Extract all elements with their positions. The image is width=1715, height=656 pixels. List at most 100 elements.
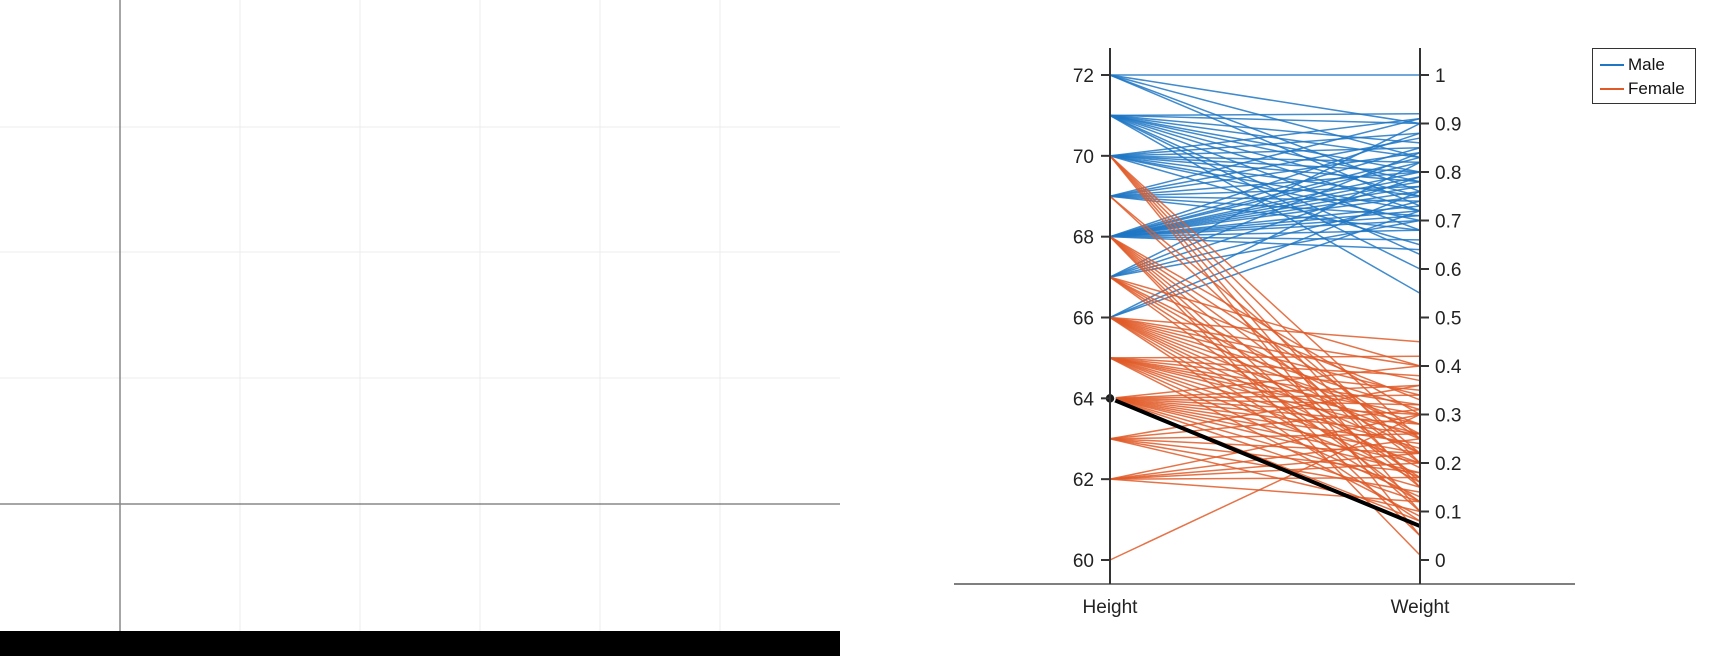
male-line-3 <box>1109 74 1421 193</box>
axis-name-height: Height <box>1083 597 1139 618</box>
female-line-53 <box>1109 397 1421 464</box>
female-line-14 <box>1109 276 1421 367</box>
legend: Male Female <box>1592 48 1696 104</box>
female-line-43 <box>1109 357 1421 518</box>
weight-tick-label: 0 <box>1435 551 1446 572</box>
male-line-1 <box>1109 74 1421 125</box>
male-line-5 <box>1109 113 1421 117</box>
weight-tick-label: 0.8 <box>1435 163 1461 184</box>
male-line-58 <box>1109 190 1421 319</box>
female-line-25 <box>1109 316 1421 425</box>
female-line-21 <box>1109 316 1421 367</box>
male-line-24 <box>1109 155 1421 212</box>
weight-tick-label: 1 <box>1435 66 1446 87</box>
female-line-63 <box>1109 438 1421 493</box>
height-tick-label: 66 <box>1073 309 1094 330</box>
weight-tick-label: 0.6 <box>1435 260 1461 281</box>
left-grid-lines <box>0 0 840 631</box>
female-line-0 <box>1109 155 1421 440</box>
male-line-32 <box>1109 195 1421 202</box>
male-line-6 <box>1109 114 1421 125</box>
left-empty-plot <box>0 0 840 656</box>
female-line-22 <box>1109 316 1421 382</box>
female-line-68 <box>1109 462 1421 480</box>
male-line-46 <box>1109 210 1421 238</box>
female-line-33 <box>1109 357 1421 377</box>
left-grid <box>0 0 840 631</box>
weight-tick-label: 0.5 <box>1435 309 1461 330</box>
female-line-66 <box>1109 438 1421 480</box>
female-line-31 <box>1109 316 1421 522</box>
height-tick-label: 72 <box>1073 66 1094 87</box>
male-line-56 <box>1109 219 1421 278</box>
male-line-52 <box>1109 122 1421 278</box>
female-line-70 <box>1109 478 1421 503</box>
female-line-50 <box>1109 397 1421 435</box>
female-line-20 <box>1109 316 1421 343</box>
female-line-59 <box>1109 408 1421 440</box>
weight-tick-label: 0.3 <box>1435 406 1461 427</box>
female-line-46 <box>1109 394 1421 400</box>
female-line-17 <box>1109 276 1421 454</box>
male-line-40 <box>1109 176 1421 238</box>
female-line-69 <box>1109 476 1421 480</box>
weight-tick-label: 0.9 <box>1435 115 1461 136</box>
female-line-39 <box>1109 357 1421 450</box>
bottom-black-bar <box>0 631 840 656</box>
female-line-55 <box>1109 397 1421 488</box>
height-tick-label: 60 <box>1073 551 1094 572</box>
male-line-18 <box>1109 132 1421 157</box>
highlighted-line <box>1109 396 1421 528</box>
weight-tick-label: 0.7 <box>1435 212 1461 233</box>
male-line-23 <box>1109 155 1421 197</box>
male-line-22 <box>1109 155 1421 183</box>
male-line-39 <box>1109 171 1421 238</box>
female-line-29 <box>1109 316 1421 484</box>
male-line-27 <box>1109 117 1421 197</box>
male-line-49 <box>1109 229 1421 238</box>
male-line-25 <box>1109 155 1421 222</box>
legend-swatch-male <box>1600 64 1624 66</box>
weight-tick-label: 0.1 <box>1435 503 1461 524</box>
female-line-28 <box>1109 316 1421 469</box>
female-line-64 <box>1109 438 1421 513</box>
female-line-48 <box>1109 397 1421 416</box>
female-line-42 <box>1109 357 1421 498</box>
male-line-47 <box>1109 214 1421 238</box>
male-line-50 <box>1109 235 1421 241</box>
male-line-42 <box>1109 185 1421 238</box>
height-tick-label: 68 <box>1073 228 1094 249</box>
female-line-45 <box>1109 384 1421 400</box>
female-line-58 <box>1109 384 1421 440</box>
legend-entry-male: Male <box>1600 55 1665 75</box>
female-line-65 <box>1109 413 1421 480</box>
male-line-21 <box>1109 155 1421 173</box>
female-line-16 <box>1109 276 1421 435</box>
male-line-59 <box>1109 210 1421 319</box>
legend-label-male: Male <box>1628 55 1665 74</box>
legend-entry-female: Female <box>1600 79 1685 99</box>
male-line-37 <box>1109 156 1421 238</box>
height-tick-label: 64 <box>1073 389 1095 410</box>
female-line-51 <box>1109 397 1421 445</box>
male-line-29 <box>1109 151 1421 197</box>
male-line-4 <box>1109 74 1421 207</box>
female-line-23 <box>1109 316 1421 396</box>
female-line-61 <box>1109 438 1421 455</box>
male-line-17 <box>1109 117 1421 157</box>
female-line-60 <box>1109 433 1421 440</box>
male-line-28 <box>1109 137 1421 197</box>
female-line-54 <box>1109 397 1421 474</box>
female-line-47 <box>1109 397 1421 406</box>
male-line-20 <box>1109 155 1421 164</box>
female-line-27 <box>1109 316 1421 454</box>
male-line-54 <box>1109 176 1421 278</box>
weight-tick-label: 0.4 <box>1435 357 1462 378</box>
male-line-2 <box>1109 74 1421 159</box>
female-line-38 <box>1109 357 1421 435</box>
legend-label-female: Female <box>1628 79 1685 98</box>
male-line-36 <box>1109 147 1421 238</box>
female-line-37 <box>1109 357 1421 425</box>
data-lines <box>1104 74 1421 561</box>
